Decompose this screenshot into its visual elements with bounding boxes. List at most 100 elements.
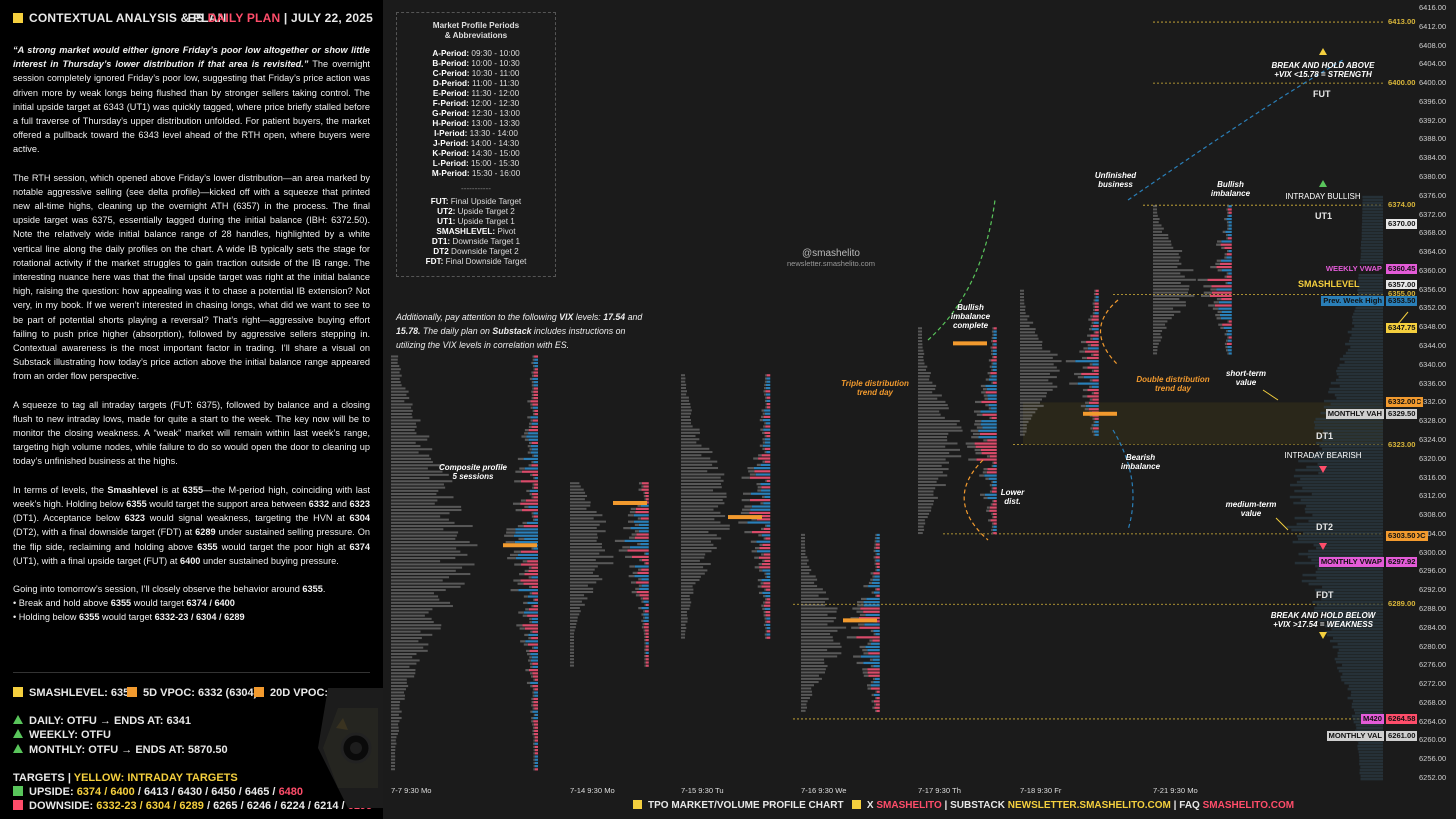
tpo-row <box>391 509 462 512</box>
delta-bar <box>644 616 649 619</box>
tpo-row <box>681 620 688 623</box>
volume-bar <box>975 400 982 404</box>
tpo-row <box>801 604 826 607</box>
tpo-row <box>1020 427 1027 430</box>
volume-bar <box>765 406 767 409</box>
tpo-row <box>1153 288 1189 291</box>
tpo-row <box>681 559 700 562</box>
period-row: I-Period: 13:30 - 14:00 <box>434 129 518 138</box>
tpo-row <box>918 384 937 387</box>
tpo-row <box>391 614 425 617</box>
tpo-row <box>918 452 950 455</box>
tpo-row <box>801 629 838 632</box>
delta-bar <box>642 597 649 600</box>
tpo-row <box>681 550 712 553</box>
delta-bar <box>766 451 771 454</box>
composite-volume-row <box>1344 681 1383 685</box>
tpo-row <box>681 374 685 377</box>
tpo-row <box>1020 404 1044 407</box>
volume-bar <box>634 523 639 527</box>
volume-bar <box>1085 401 1089 404</box>
tpo-row <box>391 573 471 576</box>
substack-link[interactable]: NEWSLETTER.SMASHELITO.COM <box>1007 800 1171 811</box>
tpo-row <box>391 669 416 672</box>
volume-bar <box>863 674 869 677</box>
tpo-row <box>1153 240 1172 243</box>
volume-bar <box>532 688 535 691</box>
delta-bar <box>760 483 771 486</box>
tpo-row <box>681 575 701 578</box>
tpo-row <box>1153 339 1161 342</box>
delta-bar <box>534 761 538 765</box>
delta-bar <box>533 675 538 678</box>
tpo-row <box>391 365 400 368</box>
delta-bar <box>518 589 538 592</box>
tpo-row <box>801 581 815 584</box>
volume-bar <box>533 598 535 601</box>
composite-volume-row <box>1294 489 1383 493</box>
delta-bar <box>992 346 997 349</box>
tpo-row <box>391 765 395 768</box>
volume-bar <box>641 485 644 488</box>
volume-bar <box>531 605 534 608</box>
volume-bar <box>757 579 762 582</box>
volume-bar <box>524 633 529 637</box>
delta-bar <box>993 487 997 490</box>
delta-bar <box>992 381 997 384</box>
composite-volume-row <box>1325 630 1383 634</box>
tpo-row <box>570 623 577 626</box>
delta-bar <box>1087 395 1099 398</box>
volume-bar <box>630 507 636 511</box>
weekly-trend: WEEKLY: OTFU <box>13 729 111 741</box>
delta-bar <box>766 524 771 527</box>
delta-bar <box>986 471 997 474</box>
tpo-row <box>1153 294 1195 297</box>
tpo-row <box>681 435 696 438</box>
x-link[interactable]: SMASHELITO <box>876 800 942 811</box>
volume-bar <box>873 549 876 553</box>
tpo-row <box>1020 356 1053 359</box>
delta-bar <box>867 649 880 652</box>
tpo-row <box>1020 388 1053 391</box>
volume-bar <box>1227 214 1229 217</box>
delta-bar <box>993 356 997 359</box>
composite-volume-row <box>1324 615 1383 619</box>
delta-bar <box>1226 333 1232 336</box>
composite-volume-row <box>1300 477 1383 481</box>
composite-volume-row <box>1351 690 1383 694</box>
volume-bar <box>1065 360 1076 363</box>
tpo-row <box>570 565 598 568</box>
volume-bar <box>992 327 994 330</box>
composite-volume-row <box>1302 573 1383 577</box>
volume-bar <box>1082 356 1087 360</box>
tpo-row <box>1020 395 1047 398</box>
tpo-row <box>681 399 690 402</box>
price-tick: 6276.00 <box>1419 660 1447 670</box>
tpo-row <box>1153 342 1159 345</box>
tpo-row <box>1153 272 1181 275</box>
tpo-row <box>1153 320 1168 323</box>
delta-bar <box>875 556 880 559</box>
composite-volume-row <box>1330 381 1383 385</box>
delta-bar <box>860 607 880 610</box>
volume-bar <box>764 380 767 383</box>
downside-targets: DOWNSIDE: 6332-23 / 6304 / 6289 / 6265 /… <box>13 800 372 812</box>
delta-bar <box>640 543 649 546</box>
volume-bar <box>869 639 873 642</box>
composite-volume-row <box>1301 579 1383 583</box>
delta-bar <box>645 658 649 661</box>
tpo-row <box>801 610 837 613</box>
tpo-row <box>801 703 807 706</box>
composite-volume-row <box>1296 480 1383 484</box>
tpo-row <box>1020 337 1039 340</box>
volume-bar <box>1224 253 1227 256</box>
price-tick: 6328.00 <box>1419 416 1447 426</box>
tpo-row <box>918 423 957 426</box>
volume-bar <box>1225 233 1228 237</box>
delta-bar <box>520 579 538 582</box>
faq-link[interactable]: SMASHELITO.COM <box>1202 800 1295 811</box>
delta-bar <box>763 582 771 585</box>
fdt-label: FDT <box>1316 590 1334 600</box>
delta-bar <box>1093 324 1099 328</box>
delta-bar <box>534 765 538 768</box>
